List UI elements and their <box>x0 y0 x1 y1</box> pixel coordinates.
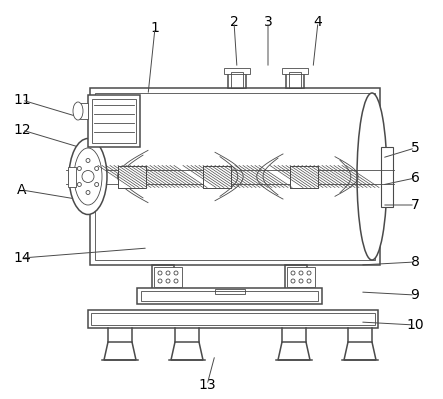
Bar <box>118 166 146 188</box>
Bar <box>95 93 375 260</box>
Bar <box>282 68 308 74</box>
Text: 10: 10 <box>406 318 424 332</box>
Bar <box>289 72 301 88</box>
Bar <box>88 95 140 147</box>
Bar <box>203 166 231 188</box>
Bar <box>154 267 182 287</box>
Bar <box>92 99 136 143</box>
Text: 11: 11 <box>13 93 31 107</box>
Text: 7: 7 <box>411 198 420 212</box>
Bar <box>231 72 243 88</box>
Text: 14: 14 <box>13 251 31 265</box>
Text: 8: 8 <box>411 255 420 269</box>
Bar <box>141 291 318 301</box>
Ellipse shape <box>95 182 99 186</box>
Text: 2: 2 <box>229 15 238 29</box>
Bar <box>80 103 88 119</box>
Bar <box>224 68 250 74</box>
Bar <box>137 288 322 304</box>
Ellipse shape <box>86 190 90 194</box>
Bar <box>286 72 304 88</box>
Ellipse shape <box>95 166 99 170</box>
Bar <box>118 166 146 188</box>
Bar <box>285 265 307 290</box>
Bar <box>290 166 318 188</box>
Text: 6: 6 <box>411 171 420 185</box>
Text: 3: 3 <box>264 15 272 29</box>
Ellipse shape <box>357 93 387 260</box>
Bar <box>290 166 318 188</box>
Text: 1: 1 <box>151 21 159 35</box>
Bar <box>287 267 315 287</box>
Ellipse shape <box>74 148 102 205</box>
Ellipse shape <box>69 138 107 215</box>
Bar <box>91 313 375 325</box>
Bar <box>68 166 76 186</box>
Ellipse shape <box>86 158 90 162</box>
Text: 4: 4 <box>314 15 323 29</box>
Bar <box>90 88 380 265</box>
Ellipse shape <box>78 182 82 186</box>
Bar <box>152 265 174 290</box>
Text: 12: 12 <box>13 123 31 137</box>
Text: A: A <box>17 183 27 197</box>
Bar <box>203 166 231 188</box>
Ellipse shape <box>82 170 94 182</box>
Text: 13: 13 <box>198 378 216 392</box>
Bar <box>215 289 245 294</box>
Text: 5: 5 <box>411 141 420 155</box>
Bar <box>381 146 393 207</box>
Ellipse shape <box>78 166 82 170</box>
Bar <box>228 72 246 88</box>
Text: 9: 9 <box>411 288 420 302</box>
Ellipse shape <box>73 102 83 120</box>
Bar <box>88 310 378 328</box>
